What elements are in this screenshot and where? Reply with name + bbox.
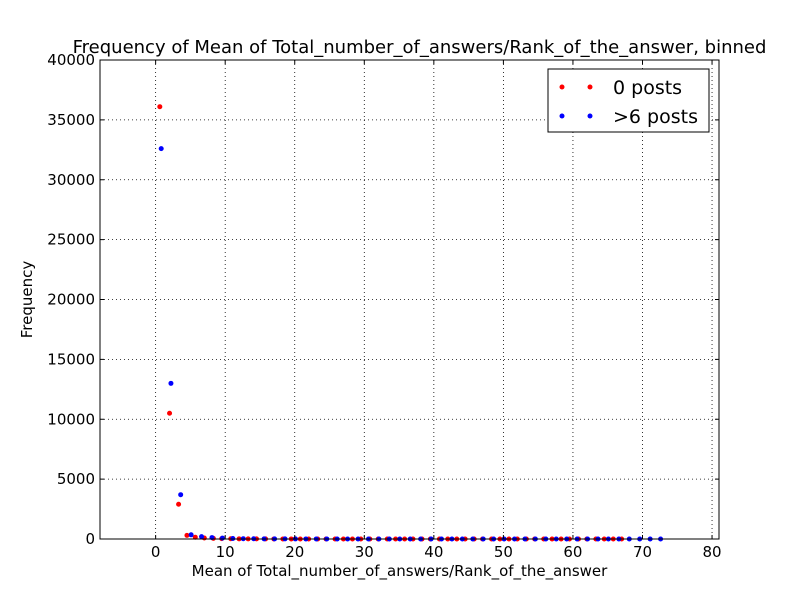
x-tick-label: 40 — [424, 543, 443, 561]
y-tick-label: 15000 — [47, 350, 95, 368]
x-tick-label: 50 — [494, 543, 513, 561]
legend-box — [547, 68, 710, 133]
x-tick-label: 30 — [355, 543, 374, 561]
data-point — [192, 534, 198, 540]
data-point — [199, 534, 205, 540]
y-tick-label: 35000 — [47, 111, 95, 129]
x-tick-label: 0 — [151, 543, 161, 561]
data-point — [219, 535, 225, 541]
legend: 0 posts >6 posts — [547, 68, 710, 133]
x-tick-label: 80 — [702, 543, 721, 561]
x-tick-label: 20 — [285, 543, 304, 561]
data-point — [188, 532, 194, 538]
legend-label: >6 posts — [613, 106, 698, 128]
x-tick-label: 70 — [633, 543, 652, 561]
data-point — [178, 492, 184, 498]
y-tick-label: 0 — [85, 530, 95, 548]
legend-marker — [559, 84, 565, 90]
y-tick-label: 10000 — [47, 410, 95, 428]
axis-ticks: 0 10 20 30 40 50 60 70 80 0 5000 10000 15000 20000 250… — [47, 51, 721, 561]
legend-label: 0 posts — [613, 77, 682, 99]
data-point — [167, 410, 173, 416]
data-point — [168, 380, 174, 386]
y-tick-label: 30000 — [47, 171, 95, 189]
data-point — [176, 501, 182, 507]
data-point — [157, 104, 163, 110]
y-tick-label: 25000 — [47, 231, 95, 249]
legend-marker — [559, 113, 565, 119]
x-tick-label: 60 — [563, 543, 582, 561]
y-tick-label: 40000 — [47, 51, 95, 69]
x-tick-label: 10 — [216, 543, 235, 561]
legend-entries: 0 posts >6 posts — [559, 77, 698, 128]
y-axis-label: Frequency — [18, 261, 36, 339]
y-tick-label: 5000 — [57, 470, 95, 488]
legend-marker — [587, 113, 593, 119]
data-point — [158, 146, 164, 152]
y-tick-label: 20000 — [47, 291, 95, 309]
chart-title: Frequency of Mean of Total_number_of_ans… — [73, 37, 767, 58]
x-axis-label: Mean of Total_number_of_answers/Rank_of_… — [192, 562, 609, 581]
legend-marker — [587, 84, 593, 90]
data-point — [184, 532, 190, 538]
